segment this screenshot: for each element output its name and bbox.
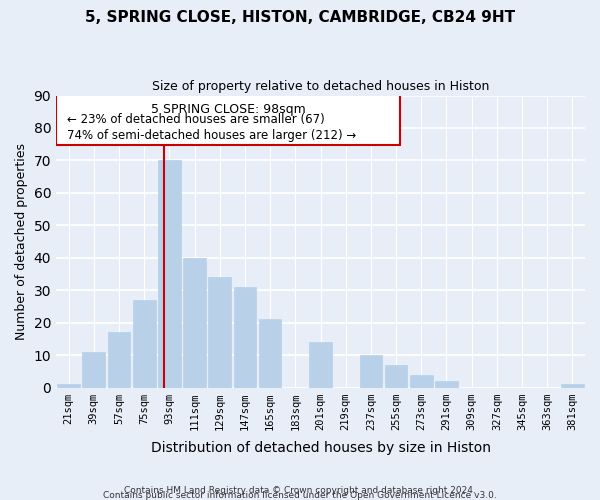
Y-axis label: Number of detached properties: Number of detached properties: [15, 143, 28, 340]
Bar: [233, 287, 256, 388]
Bar: [82, 352, 105, 388]
Bar: [158, 160, 181, 388]
Bar: [183, 258, 206, 388]
FancyBboxPatch shape: [56, 94, 400, 145]
Bar: [410, 374, 433, 388]
Text: Contains HM Land Registry data © Crown copyright and database right 2024.: Contains HM Land Registry data © Crown c…: [124, 486, 476, 495]
Bar: [435, 381, 458, 388]
Text: ← 23% of detached houses are smaller (67): ← 23% of detached houses are smaller (67…: [67, 113, 325, 126]
Bar: [561, 384, 584, 388]
Bar: [385, 365, 407, 388]
Bar: [208, 277, 231, 388]
Bar: [58, 384, 80, 388]
Bar: [133, 300, 155, 388]
Bar: [359, 355, 382, 388]
Title: Size of property relative to detached houses in Histon: Size of property relative to detached ho…: [152, 80, 489, 93]
X-axis label: Distribution of detached houses by size in Histon: Distribution of detached houses by size …: [151, 441, 491, 455]
Text: 5, SPRING CLOSE, HISTON, CAMBRIDGE, CB24 9HT: 5, SPRING CLOSE, HISTON, CAMBRIDGE, CB24…: [85, 10, 515, 25]
Bar: [259, 320, 281, 388]
Text: 5 SPRING CLOSE: 98sqm: 5 SPRING CLOSE: 98sqm: [151, 104, 305, 117]
Bar: [107, 332, 130, 388]
Text: 74% of semi-detached houses are larger (212) →: 74% of semi-detached houses are larger (…: [67, 130, 356, 142]
Bar: [309, 342, 332, 388]
Text: Contains public sector information licensed under the Open Government Licence v3: Contains public sector information licen…: [103, 491, 497, 500]
